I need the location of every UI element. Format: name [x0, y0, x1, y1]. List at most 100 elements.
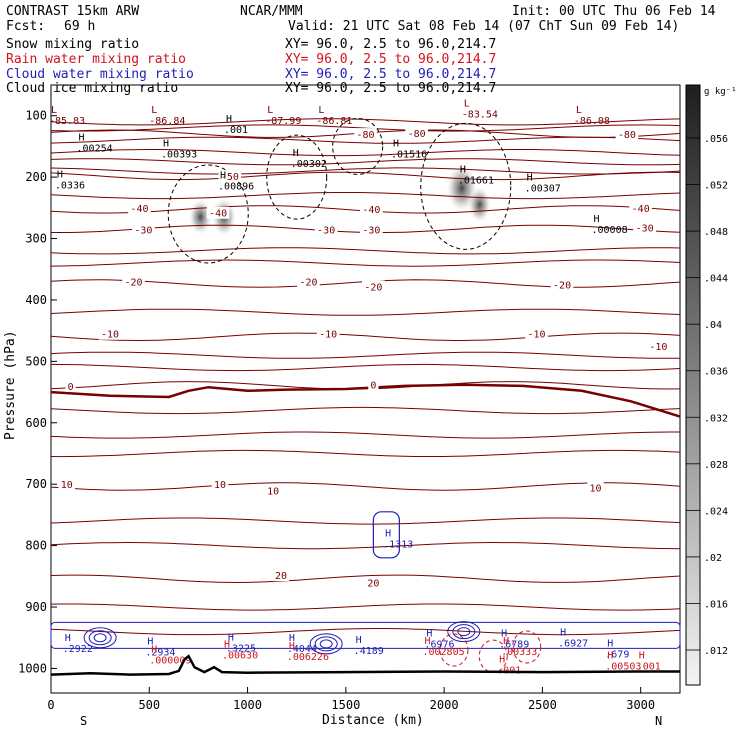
x-tick-label-0: 0: [47, 698, 54, 712]
y-tick-label-1: 200: [25, 170, 47, 184]
extremum-value-7: .00254: [77, 143, 113, 154]
extremum-marker-13: H: [460, 164, 466, 175]
extremum-marker-3: L: [318, 105, 324, 116]
colorbar-tick-label-5: .036: [704, 367, 728, 378]
extremum-marker-5: L: [576, 105, 582, 116]
colorbar-ticks: .056 .052 .048 .044 .04 .036 .032 .028 .024 .02 .0…: [686, 134, 728, 657]
extremum-value-12: .0336: [55, 180, 85, 191]
contour-label-bg-14: [362, 280, 385, 293]
isotherm-minor-1: [50, 124, 681, 132]
contour-label-bg-21: [368, 378, 379, 391]
ice-shading-3: [468, 187, 491, 223]
terrain-profile: [50, 654, 680, 676]
isotherm-minor-13: [50, 431, 680, 439]
isotherm-minor-5: [50, 167, 681, 175]
colorbar-unit: g kg⁻¹: [704, 87, 737, 97]
extremum-value-14: .00307: [525, 183, 561, 194]
extremum-marker-31: H: [639, 651, 645, 662]
isotherm-minor-10: [50, 351, 681, 359]
extremum-value-27: .6789: [499, 640, 529, 651]
isotherm-minor-0: [50, 118, 681, 126]
contour-label-9: -30: [317, 225, 335, 236]
isotherm--10: [50, 332, 681, 342]
colorbar-tick-label-11: .012: [704, 646, 728, 657]
cloud-water-core-2-0: [93, 633, 107, 643]
extremum-marker-1: L: [151, 105, 157, 116]
isotherm-minor-15: [50, 517, 681, 525]
cloud-water-core-1-0: [319, 639, 333, 649]
contour-label-bg-23: [211, 478, 229, 491]
contour-label-14: -20: [364, 282, 382, 293]
contour-label-bg-7: [629, 201, 652, 214]
extremum-value-0: -85.83: [49, 116, 85, 127]
fcst-value: 69 h: [64, 19, 95, 34]
extremum-marker-14: H: [527, 172, 533, 183]
x-tick-label-3: 1500: [331, 698, 360, 712]
contour-label-18: -10: [527, 330, 545, 341]
extremum-value-22: .4044: [287, 644, 317, 655]
contour-label-24: 10: [267, 486, 279, 497]
contour-label-bg-22: [58, 478, 75, 491]
cloud-water-core-1-2: [309, 633, 343, 655]
extremum-marker-15: H: [594, 214, 600, 225]
y-tick-label-2: 300: [25, 232, 47, 246]
contour-label-21: 0: [370, 381, 376, 392]
isotherm-20: [50, 574, 681, 584]
contour-label-bg-9: [314, 223, 338, 236]
extremum-value-3: -86.81: [316, 116, 352, 127]
contour-label-bg-6: [360, 203, 383, 216]
contour-label-20: 0: [68, 382, 74, 393]
isotherm-minor-16: [50, 541, 681, 550]
legend-label-rain: Rain water mixing ratio: [6, 52, 186, 67]
contour-label-bg-17: [316, 327, 340, 340]
contour-label-bg-20: [65, 379, 76, 392]
isotherm-minor-14: [50, 449, 681, 458]
cloud-water-core-0-2: [447, 621, 481, 643]
extremum-marker-4: L: [464, 99, 470, 110]
contour-label-19: -10: [649, 342, 667, 353]
colorbar-tick-label-9: .02: [704, 553, 722, 564]
ice-outline-1: [266, 134, 328, 220]
legend-label-snow: Snow mixing ratio: [6, 37, 139, 52]
extremum-value-15: .00008: [592, 225, 628, 236]
fcst-label: Fcst:: [6, 19, 45, 34]
extremum-value-2: -87.99: [265, 116, 301, 127]
colorbar-tick-label-0: .056: [704, 134, 728, 145]
colorbar: g kg⁻¹ .056.052.048.044.04.036.032.028.0…: [685, 84, 737, 686]
colorbar-tick-label-3: .044: [704, 274, 728, 285]
y-tick-label-7: 800: [25, 539, 47, 553]
contour-label-bg-2: [615, 128, 639, 141]
extremum-marker-25: H: [426, 629, 432, 640]
legend-label-cloud-water: Cloud water mixing ratio: [6, 67, 194, 82]
cloud-outlines: [50, 117, 681, 673]
x-tick-label-2: 1000: [233, 698, 262, 712]
contour-label-bg-4: [128, 201, 151, 214]
contour-label-bg-16: [98, 327, 122, 340]
y-tick-label-6: 700: [25, 477, 47, 491]
axes: 0 500 1000 1500 2000 2500 30001002003004005006…: [18, 109, 655, 712]
extremum-marker-28: H: [503, 636, 509, 647]
contour-label-13: -20: [299, 278, 317, 289]
contour-label-3: -50: [221, 172, 239, 183]
isotherm-minor-12: [50, 406, 681, 415]
chart-title: CONTRAST 15km ARW: [6, 4, 139, 19]
chart-subtitle: NCAR/MMM: [240, 4, 303, 19]
contour-label-bg-18: [525, 327, 548, 340]
extremum-value-19: .000009: [149, 656, 191, 667]
extrema-labels: L-85.83L-86.84L-87.99L-86.81L-83.54 L-86.…: [49, 99, 661, 677]
extremum-value-24: .4189: [354, 646, 384, 657]
contour-label-bg-11: [633, 221, 656, 234]
contour-label-bg-12: [122, 275, 145, 288]
colorbar-tick-label-7: .028: [704, 460, 728, 471]
extremum-marker-2: L: [267, 105, 273, 116]
y-tick-label-3: 400: [25, 293, 47, 307]
ice-outline-0: [167, 164, 249, 264]
extremum-value-25: .6976: [424, 640, 454, 651]
extremum-value-32: .00503: [605, 662, 641, 673]
extremum-marker-12: H: [57, 169, 63, 180]
extremum-value-10: .01516: [391, 150, 427, 161]
x-tick-label-1: 500: [138, 698, 160, 712]
contour-label-bg-0: [354, 128, 377, 141]
colorbar-tick-label-1: .052: [704, 181, 728, 192]
extremum-marker-9: H: [293, 148, 299, 159]
